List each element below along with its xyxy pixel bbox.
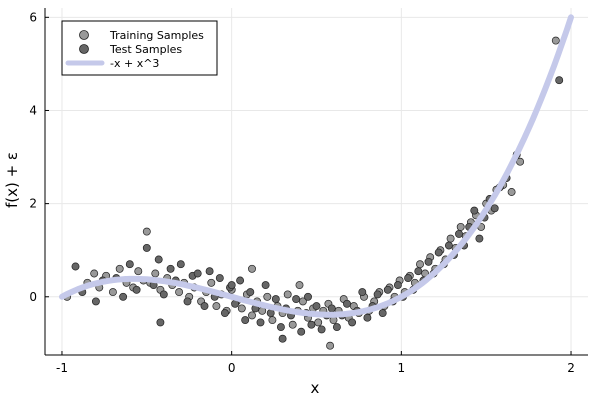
data-point	[444, 241, 453, 250]
data-point	[256, 318, 265, 327]
data-point	[470, 206, 479, 215]
data-point	[446, 234, 455, 243]
y-tick-label: 6	[29, 10, 37, 24]
data-point	[343, 299, 351, 308]
data-point	[358, 288, 367, 297]
data-point	[207, 278, 216, 287]
data-point	[271, 295, 280, 304]
data-point	[297, 327, 306, 336]
function-series	[59, 14, 574, 318]
data-point	[134, 267, 143, 276]
data-point	[142, 227, 151, 236]
data-point	[288, 320, 297, 329]
data-point	[307, 320, 316, 329]
x-tick-label: 1	[398, 361, 406, 375]
data-point	[266, 309, 275, 318]
data-point	[200, 302, 209, 311]
data-point	[363, 313, 372, 322]
function-curve	[59, 14, 574, 318]
data-point	[424, 257, 433, 266]
data-point	[348, 318, 357, 327]
data-point	[314, 318, 323, 327]
data-point	[276, 323, 285, 332]
x-tick-label: -1	[56, 361, 68, 375]
data-point	[455, 229, 463, 238]
data-point	[248, 311, 256, 320]
legend-label-curve: -x + x^3	[110, 57, 159, 70]
data-point	[312, 302, 321, 311]
data-point	[212, 302, 221, 311]
data-point	[241, 316, 250, 325]
y-tick-label: 2	[29, 197, 37, 211]
data-point	[475, 234, 484, 243]
x-tick-label: 0	[228, 361, 236, 375]
y-tick-label: 4	[29, 103, 37, 117]
tick-labels: -1 0 1 2 0 2 4 6	[29, 10, 574, 375]
data-point	[151, 269, 160, 278]
y-tick-label: 0	[29, 290, 37, 304]
data-point	[159, 290, 168, 299]
data-point	[220, 309, 229, 318]
data-point	[166, 264, 175, 273]
data-point	[90, 269, 99, 278]
data-point	[91, 297, 100, 306]
data-point	[326, 341, 335, 350]
data-point	[215, 274, 224, 283]
data-point	[176, 260, 185, 269]
data-point	[416, 260, 424, 269]
data-point	[175, 288, 184, 297]
data-point	[205, 267, 214, 276]
data-point	[317, 325, 326, 334]
data-point	[551, 36, 560, 45]
data-point	[108, 288, 117, 297]
legend-label-test: Test Samples	[109, 43, 182, 56]
data-point	[227, 281, 236, 290]
axes	[44, 8, 588, 356]
legend-marker-training	[79, 30, 89, 40]
data-point	[156, 318, 165, 327]
data-point	[278, 334, 287, 343]
data-point	[193, 269, 202, 278]
data-point	[71, 262, 80, 271]
data-point	[393, 281, 402, 290]
data-point	[332, 323, 341, 332]
data-point	[115, 264, 124, 273]
data-point	[125, 260, 134, 269]
data-point	[237, 304, 246, 313]
data-point	[295, 281, 304, 290]
x-axis-label: x	[311, 379, 320, 397]
legend-marker-test	[79, 44, 89, 54]
data-point	[268, 316, 277, 325]
data-point	[263, 292, 272, 301]
data-point	[132, 285, 141, 294]
y-axis-label: f(x) + ε	[3, 152, 21, 208]
data-point	[248, 264, 256, 273]
data-point	[154, 255, 163, 264]
data-point	[456, 222, 465, 231]
legend: Training Samples Test Samples -x + x^3	[61, 20, 218, 76]
data-point	[236, 276, 245, 285]
data-point	[261, 281, 270, 290]
x-tick-label: 2	[567, 361, 575, 375]
data-point	[490, 204, 499, 213]
data-point	[119, 292, 128, 301]
data-point	[292, 295, 301, 304]
data-point	[555, 76, 564, 85]
data-point	[414, 267, 423, 276]
data-point	[304, 292, 312, 301]
data-point	[434, 248, 443, 257]
data-point	[246, 288, 255, 297]
data-point	[373, 290, 382, 299]
legend-label-training: Training Samples	[109, 29, 204, 42]
data-point	[383, 285, 392, 294]
data-point	[142, 243, 151, 252]
data-point	[507, 188, 516, 196]
data-point	[404, 274, 413, 283]
data-point	[378, 309, 387, 318]
data-point	[183, 297, 192, 306]
data-point	[327, 304, 336, 313]
data-point	[516, 157, 525, 166]
data-point	[283, 290, 292, 299]
